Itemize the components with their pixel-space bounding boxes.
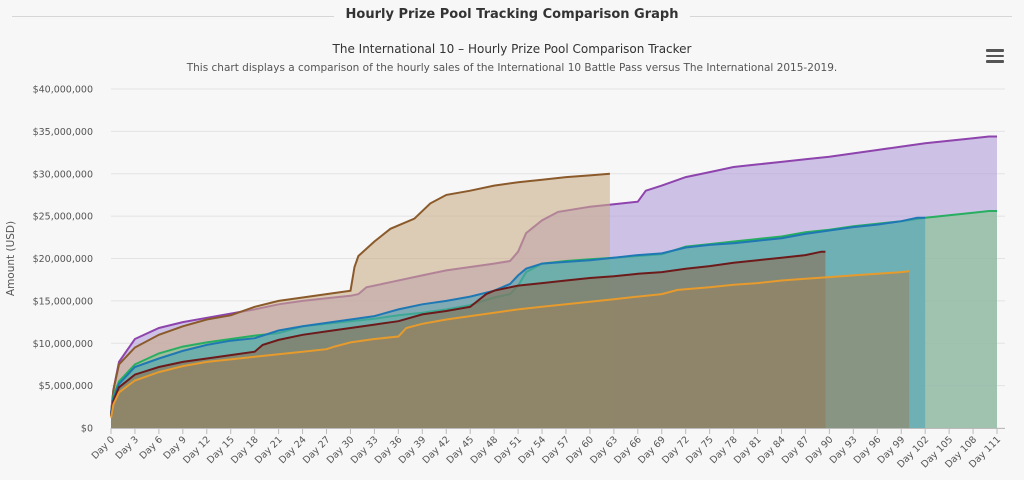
- series-line: [110, 250, 826, 417]
- menu-bar: [986, 49, 1004, 52]
- x-tick-label: Day 3: [114, 434, 141, 461]
- hamburger-menu-icon[interactable]: [984, 46, 1006, 66]
- chart-subtitle: This chart displays a comparison of the …: [186, 62, 838, 74]
- y-axis-label: Amount (USD): [5, 221, 17, 296]
- y-tick-label: $40,000,000: [33, 85, 93, 96]
- y-tick-label: $35,000,000: [33, 127, 93, 138]
- series-line: [110, 270, 910, 418]
- y-tick-label: $30,000,000: [33, 169, 93, 180]
- series-line: [110, 172, 610, 416]
- section-header: Hourly Prize Pool Tracking Comparison Gr…: [0, 0, 1024, 32]
- y-tick-label: $15,000,000: [33, 296, 93, 307]
- y-tick-label: $5,000,000: [39, 381, 93, 392]
- y-axis: $0 $5,000,000 $10,000,000 $15,000,000 $20,00…: [33, 85, 93, 435]
- x-tick-label: Day 0: [90, 434, 117, 461]
- section-title: Hourly Prize Pool Tracking Comparison Gr…: [345, 7, 679, 22]
- menu-bar: [986, 60, 1004, 63]
- chart-series: [110, 135, 998, 428]
- header-rule-right: [690, 16, 1012, 17]
- series-line: [110, 216, 926, 415]
- y-tick-label: $10,000,000: [33, 339, 93, 350]
- y-tick-label: $20,000,000: [33, 254, 93, 265]
- y-tick-label: $0: [81, 424, 93, 435]
- x-tick-label: Day 6: [138, 434, 165, 461]
- menu-bar: [986, 54, 1004, 57]
- y-tick-label: $25,000,000: [33, 212, 93, 223]
- series-area: [111, 271, 910, 428]
- header-rule-left: [12, 16, 334, 17]
- chart-title: The International 10 – Hourly Prize Pool…: [332, 42, 692, 56]
